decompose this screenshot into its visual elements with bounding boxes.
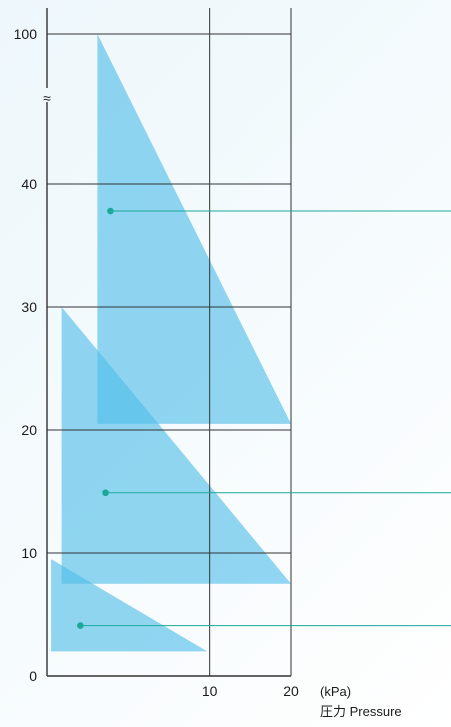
y-axis-break-mark: ≈ xyxy=(43,90,51,106)
region-1 xyxy=(97,34,292,424)
region-2 xyxy=(61,307,291,584)
region-3 xyxy=(51,559,208,652)
x-tick-label-10: 10 xyxy=(202,683,218,699)
y-tick-label-10: 10 xyxy=(21,545,37,561)
leader-marker-1 xyxy=(107,207,114,215)
leader-marker-3 xyxy=(77,622,84,629)
y-tick-label-20: 20 xyxy=(21,422,37,438)
leaders-layer xyxy=(77,207,451,629)
y-tick-label-40: 40 xyxy=(21,176,37,192)
leader-marker-2 xyxy=(102,489,109,497)
y-tick-label-0: 0 xyxy=(29,668,37,684)
grid-layer xyxy=(46,8,292,677)
regions-layer xyxy=(51,34,292,652)
x-tick-label-20: 20 xyxy=(283,683,299,699)
ticks-layer: 0 10 20 30 40 100 10 20 xyxy=(14,26,299,699)
x-axis-caption: 圧力 Pressure xyxy=(320,704,402,719)
y-tick-label-30: 30 xyxy=(21,299,37,315)
x-axis-unit: (kPa) xyxy=(320,684,351,699)
y-tick-label-100: 100 xyxy=(14,26,38,42)
